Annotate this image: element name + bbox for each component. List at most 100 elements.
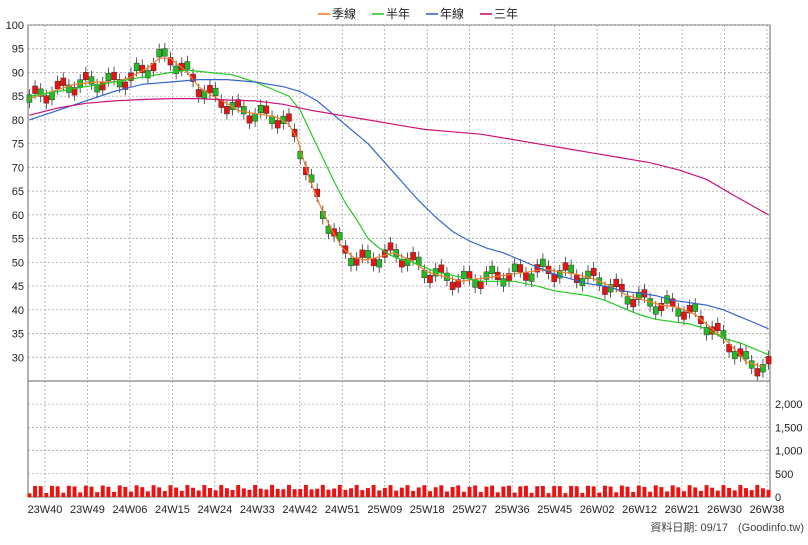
price-tick-label: 35 [12,329,24,341]
volume-bar [145,491,150,497]
volume-bar [422,485,427,497]
candle-body [624,296,631,305]
candle-body [116,79,123,88]
volume-bar [179,490,184,497]
chart-legend: 季線 半年 年線 三年 [318,6,518,21]
candle-body [658,302,665,312]
volume-bar [33,486,38,497]
candle-body [726,344,732,353]
volume-bar [50,485,54,497]
legend-entry: 季線 [332,6,356,21]
candle-body [449,281,456,290]
volume-bar [608,486,613,497]
volume-bar [557,486,562,497]
volume-bar [433,487,438,497]
source-label: (Goodinfo.tw) [738,522,804,534]
volume-bar [151,485,156,497]
candle-body [466,271,473,280]
price-tick-label: 45 [12,281,24,293]
x-tick-label: 24W06 [113,504,148,516]
volume-bar [749,490,754,497]
volume-bar [207,487,212,497]
volume-bar [698,490,703,497]
volume-bar [518,486,523,497]
volume-bar [112,491,117,497]
volume-bar [100,485,105,497]
volume-bar [636,485,641,497]
candle-body [342,245,349,254]
candle-body [111,71,117,81]
volume-bar [715,490,720,497]
x-tick-label: 24W24 [197,504,232,516]
candle-body [32,85,38,94]
volume-bar [670,485,675,497]
x-tick-label: 26W38 [750,504,785,516]
candle-body [652,306,659,315]
candle-body [195,89,202,98]
volume-bar [631,492,636,497]
candle-body [517,264,524,273]
volume-bar [326,489,331,497]
legend-entry: 三年 [494,7,518,21]
price-panel: 30 35 40 45 50 55 60 65 70 75 80 85 90 95 100 [6,20,772,382]
volume-bar [320,484,325,497]
volume-bar [405,485,410,497]
candle-body [557,270,563,279]
volume-bar [659,487,664,497]
volume-bar [106,486,111,497]
candle-body [478,280,484,289]
candle-body [71,87,78,96]
candle-body [235,99,241,108]
volume-bar [602,485,607,497]
volume-bar [89,486,94,497]
volume-tick-label: 0 [775,492,781,504]
price-tick-label: 30 [12,352,24,364]
volume-bar [371,485,376,497]
price-tick-label: 40 [12,305,24,317]
volume-bar [744,488,748,497]
price-tick-label: 85 [12,91,24,103]
candle-body [686,305,693,314]
volume-bar [665,491,669,497]
volume-bar [450,487,455,497]
price-tick-label: 90 [12,67,24,79]
candle-body [207,85,213,94]
volume-bar [258,488,263,497]
volume-bar [292,489,297,497]
volume-bar [247,489,252,497]
candle-body [37,88,44,97]
candle-body [523,272,529,281]
volume-bar [648,491,653,497]
volume-bar [512,492,517,497]
volume-bar [614,492,619,497]
volume-bar [727,487,732,497]
volume-bar [337,484,342,497]
volume-bar [710,487,715,497]
candle-body [184,61,191,70]
volume-bar [253,484,258,497]
candle-body [336,232,343,241]
volume-bar [597,492,602,497]
volume-bar [354,485,359,497]
volume-bar [95,492,100,497]
volume-bar [681,491,686,497]
volume-bar [642,486,647,497]
candle-body [681,311,687,320]
candle-body [156,49,162,58]
price-tick-label: 75 [12,139,24,151]
candle-body [675,308,682,317]
volume-bar [332,488,337,497]
candle-body [224,106,230,115]
candle-body [60,77,67,86]
candle-body [602,286,608,295]
x-tick-label: 23W49 [70,504,105,516]
candle-body [162,48,168,57]
volume-bar [315,488,320,497]
x-axis: 23W40 23W49 24W06 24W15 24W24 24W33 24W42 24W51… [28,504,785,516]
volume-bar [168,485,173,497]
candle-body [455,279,462,288]
volume-bar [721,485,726,497]
volume-bar [523,485,528,497]
volume-bar [365,488,370,497]
candle-body [427,275,433,284]
